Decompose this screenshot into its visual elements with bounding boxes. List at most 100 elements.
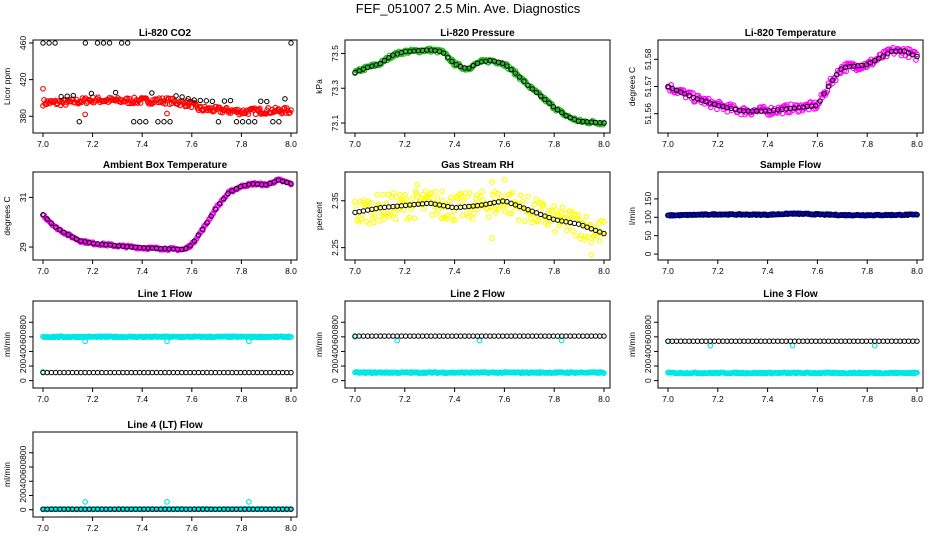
y-axis-label: ml/min	[2, 332, 12, 357]
plot-frame	[344, 300, 611, 389]
data-point	[540, 201, 547, 208]
data-point	[64, 93, 70, 99]
data-point	[364, 207, 371, 213]
data-point	[553, 207, 559, 214]
data-point	[470, 62, 476, 69]
data-point	[88, 90, 95, 97]
outlier-point	[414, 181, 421, 188]
outlier-point	[164, 499, 170, 505]
data-point	[167, 119, 173, 125]
data-point	[61, 229, 67, 236]
data-point	[209, 98, 216, 104]
data-point	[288, 107, 294, 113]
data-point	[573, 232, 579, 239]
x-tick-label: 7.4	[762, 266, 774, 276]
x-tick-label: 7.8	[235, 394, 247, 404]
y-axis-label: ml/min	[314, 332, 324, 357]
y-tick-label: 600	[18, 460, 28, 474]
data-point	[537, 93, 544, 99]
data-point	[185, 96, 191, 102]
x-tick-label: 8.0	[911, 139, 923, 149]
outlier-point	[489, 235, 495, 242]
data-point	[598, 218, 604, 224]
data-point	[183, 103, 190, 109]
data-point	[512, 70, 519, 76]
x-tick-label: 7.8	[548, 139, 560, 149]
y-axis-label: ml/min	[2, 462, 12, 487]
y-tick-label: 0	[18, 378, 28, 383]
data-point	[567, 214, 574, 221]
data-point	[227, 97, 234, 104]
data-point	[390, 190, 397, 196]
x-tick-label: 8.0	[285, 266, 297, 276]
series-black	[40, 40, 294, 125]
data-point	[279, 109, 286, 116]
data-point	[185, 103, 192, 110]
plot-frame	[32, 431, 298, 518]
y-axis-label: degrees C	[2, 196, 12, 235]
data-point	[554, 107, 561, 113]
data-point	[44, 216, 50, 222]
data-point	[388, 194, 395, 201]
chart-panel: Sample Flow l/min 7.0 7.2 7.4 7.6 7.8 8.0 0 50 100…	[627, 160, 924, 276]
data-point	[838, 66, 844, 72]
data-point	[562, 210, 569, 217]
chart-panel: Gas Stream RH percent 7.0 7.2 7.4 7.6 7.8 8.0 2.…	[314, 160, 611, 276]
data-point	[403, 196, 409, 202]
x-tick-label: 7.4	[449, 139, 461, 149]
x-tick-label: 7.2	[87, 139, 99, 149]
data-point	[465, 213, 472, 220]
series-black	[40, 506, 294, 512]
data-point	[872, 57, 878, 64]
x-tick-label: 8.0	[285, 523, 297, 533]
data-point	[233, 119, 240, 125]
data-point	[221, 196, 227, 202]
data-point	[582, 233, 589, 240]
y-tick-label: 600	[330, 329, 340, 343]
chart-title: Line 1 Flow	[138, 289, 193, 300]
x-tick-label: 7.4	[136, 394, 148, 404]
data-point	[208, 213, 214, 219]
data-point	[264, 98, 270, 105]
data-point	[485, 214, 492, 220]
data-point	[477, 193, 483, 200]
data-point	[525, 82, 531, 88]
y-tick-label: 400	[18, 474, 28, 488]
data-point	[555, 214, 562, 221]
data-point	[825, 83, 832, 90]
y-tick-label: 800	[18, 445, 28, 459]
outlier-point	[439, 188, 446, 195]
data-point	[515, 217, 522, 223]
x-tick-label: 7.4	[136, 139, 148, 149]
data-point	[508, 210, 515, 217]
plot-frame	[344, 171, 611, 261]
plot-frame	[32, 171, 298, 261]
data-point	[665, 83, 671, 90]
y-tick-label: 600	[18, 329, 28, 343]
data-point	[488, 203, 495, 210]
data-point	[449, 56, 455, 63]
data-point	[817, 98, 823, 104]
data-point	[884, 50, 891, 57]
x-tick-label: 7.6	[498, 139, 510, 149]
x-tick-label: 8.0	[598, 394, 610, 404]
data-point	[401, 207, 407, 213]
x-tick-label: 7.0	[662, 394, 674, 404]
x-tick-label: 7.6	[811, 139, 823, 149]
x-tick-label: 7.8	[235, 266, 247, 276]
data-point	[137, 119, 143, 125]
y-tick-label: 400	[330, 344, 340, 358]
series-cyan	[40, 333, 294, 375]
data-point	[559, 204, 566, 211]
data-point	[517, 192, 524, 199]
data-point	[48, 220, 55, 226]
data-point	[377, 218, 383, 224]
data-point	[377, 60, 384, 67]
y-tick-label: 2.35	[330, 192, 340, 209]
data-point	[82, 40, 89, 46]
y-tick-label: 29	[18, 242, 28, 252]
data-point	[556, 222, 563, 229]
data-point	[673, 87, 680, 93]
y-tick-label: 200	[18, 488, 28, 502]
x-tick-label: 7.4	[762, 394, 774, 404]
